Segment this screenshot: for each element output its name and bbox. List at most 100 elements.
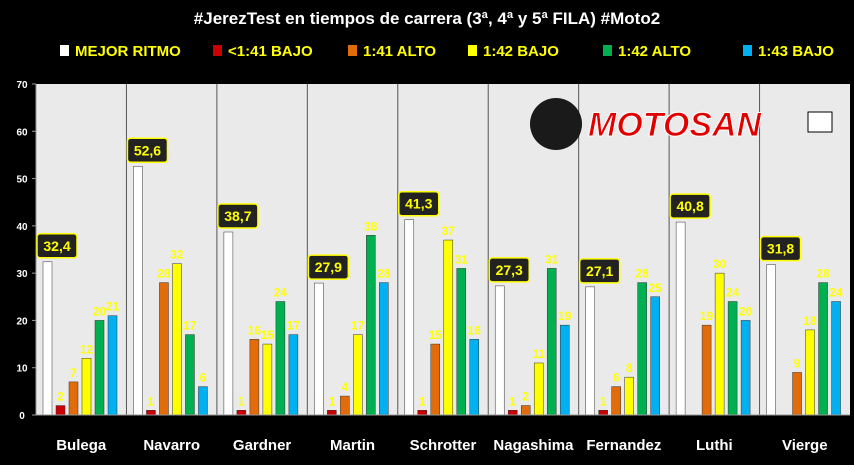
best-label-4: 41,3 xyxy=(405,196,432,212)
bar-luthi-5 xyxy=(740,320,751,416)
bars xyxy=(42,166,841,416)
y-tick-label-5: 50 xyxy=(16,175,28,186)
y-tick-label-7: 70 xyxy=(16,80,28,91)
bar-vierge-0 xyxy=(766,264,776,416)
data-label-3-5: 28 xyxy=(377,267,391,281)
bar-martin-2 xyxy=(340,395,350,416)
best-label-6: 27,1 xyxy=(586,263,613,279)
bar-gardner-2 xyxy=(249,339,260,416)
bar-bulega-2 xyxy=(68,381,79,416)
bar-bulega-3 xyxy=(81,358,92,416)
chart-title: #JerezTest en tiempos de carrera (3ª, 4ª… xyxy=(194,9,660,28)
legend: MEJOR RITMO <1:41 BAJO 1:41 ALTO 1:42 BAJO 1… xyxy=(60,43,834,60)
bar-fernandez-1 xyxy=(598,410,608,416)
best-label-box-1 xyxy=(126,137,169,164)
data-label-6-2: 6 xyxy=(613,371,620,385)
bar-schrotter-5 xyxy=(469,339,480,416)
data-label-6-3: 8 xyxy=(626,361,633,375)
best-label-2: 38,7 xyxy=(224,208,251,224)
data-label-2-2: 16 xyxy=(248,323,262,337)
legend-swatch-0 xyxy=(60,45,69,56)
bar-martin-4 xyxy=(366,235,376,416)
bar-navarro-5 xyxy=(198,386,208,416)
bar-martin-0 xyxy=(314,282,324,416)
best-label-3: 27,9 xyxy=(315,259,342,275)
legend-label-4: 1:42 ALTO xyxy=(618,43,691,60)
data-label-1-5: 6 xyxy=(200,371,207,385)
data-label-5-3: 11 xyxy=(532,347,545,361)
bar-gardner-5 xyxy=(288,334,299,416)
data-label-2-3: 15 xyxy=(261,328,275,342)
data-label-7-3: 30 xyxy=(713,257,727,271)
bar-gardner-0 xyxy=(223,231,234,416)
x-tick-label-nagashima: Nagashima xyxy=(493,437,574,454)
best-label-5: 27,3 xyxy=(496,262,523,278)
bar-navarro-4 xyxy=(185,334,195,416)
data-label-0-1: 2 xyxy=(57,390,64,404)
best-label-8: 31,8 xyxy=(767,241,794,257)
data-label-0-3: 12 xyxy=(80,342,94,356)
y-tick-label-2: 20 xyxy=(16,316,28,327)
data-label-2-1: 1 xyxy=(238,394,245,408)
best-label-box-0 xyxy=(36,233,78,259)
data-label-0-5: 21 xyxy=(106,300,120,314)
best-label-box-8 xyxy=(759,235,802,262)
x-axis: Bulega Navarro Gardner Martin Schrotter Nagas… xyxy=(36,414,850,454)
bar-martin-5 xyxy=(379,282,389,416)
data-label-5-2: 2 xyxy=(522,390,529,404)
data-label-3-1: 1 xyxy=(328,394,335,408)
checker-flag-icon xyxy=(807,111,833,133)
bar-navarro-0 xyxy=(133,166,143,416)
data-label-4-1: 1 xyxy=(419,394,426,408)
x-tick-label-schrotter: Schrotter xyxy=(410,437,477,454)
data-label-8-3: 18 xyxy=(803,314,817,328)
bar-nagashima-2 xyxy=(520,405,531,416)
bar-schrotter-1 xyxy=(417,410,428,416)
logo-text: MOTOSAN xyxy=(588,106,763,144)
legend-swatch-4 xyxy=(603,45,612,56)
bar-vierge-4 xyxy=(818,282,828,416)
data-label-7-2: 19 xyxy=(700,309,714,323)
bar-nagashima-3 xyxy=(533,362,544,416)
data-label-7-5: 20 xyxy=(739,304,753,318)
data-label-5-5: 19 xyxy=(558,309,572,323)
bar-vierge-2 xyxy=(792,372,802,416)
bar-martin-3 xyxy=(353,334,363,416)
data-label-8-2: 9 xyxy=(794,356,801,370)
y-tick-label-0: 0 xyxy=(19,411,25,422)
bar-gardner-3 xyxy=(262,343,273,416)
bar-navarro-3 xyxy=(172,263,182,416)
legend-swatch-3 xyxy=(468,45,477,56)
legend-label-0: MEJOR RITMO xyxy=(75,43,181,60)
data-label-8-4: 28 xyxy=(816,267,830,281)
motorcycle-rider-icon xyxy=(530,98,582,150)
bar-schrotter-4 xyxy=(456,268,467,416)
x-tick-label-luthi: Luthi xyxy=(696,437,733,454)
bar-luthi-3 xyxy=(714,272,725,416)
legend-label-3: 1:42 BAJO xyxy=(483,43,559,60)
bar-fernandez-3 xyxy=(624,376,634,416)
bar-fernandez-4 xyxy=(637,282,647,416)
bar-vierge-3 xyxy=(805,329,815,416)
data-label-3-4: 38 xyxy=(364,219,378,233)
best-label-box-2 xyxy=(217,203,259,229)
bar-navarro-2 xyxy=(159,282,169,416)
data-label-6-4: 28 xyxy=(635,267,649,281)
bar-schrotter-2 xyxy=(430,343,441,416)
data-label-1-2: 28 xyxy=(157,267,171,281)
data-label-5-1: 1 xyxy=(509,394,516,408)
legend-label-1: <1:41 BAJO xyxy=(228,43,313,60)
data-label-4-4: 31 xyxy=(455,252,469,266)
x-tick-label-martin: Martin xyxy=(330,437,375,454)
bar-martin-1 xyxy=(327,410,337,416)
motosan-logo: MOTOSAN xyxy=(530,98,833,150)
legend-label-5: 1:43 BAJO xyxy=(758,43,834,60)
y-tick-label-4: 40 xyxy=(16,222,28,233)
data-label-1-1: 1 xyxy=(148,394,155,408)
data-label-1-4: 17 xyxy=(183,319,197,333)
data-label-3-3: 17 xyxy=(351,319,365,333)
data-label-5-4: 31 xyxy=(545,252,559,266)
best-label-box-3 xyxy=(307,254,350,280)
data-label-6-5: 25 xyxy=(648,281,662,295)
